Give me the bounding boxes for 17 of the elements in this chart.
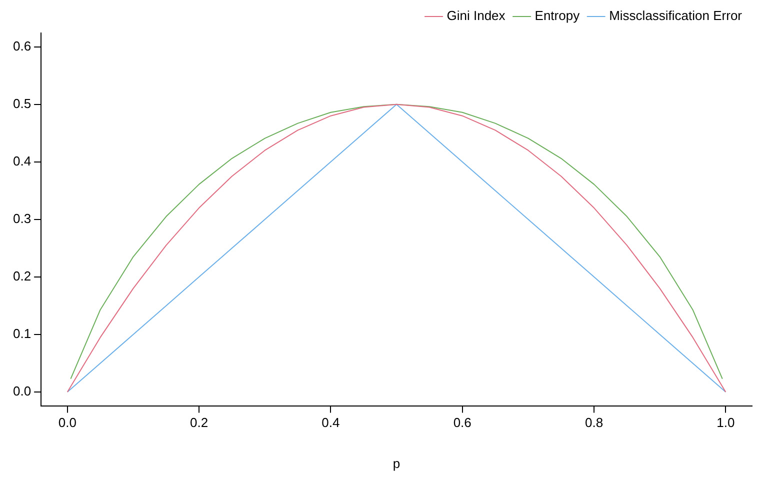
y-tick-label: 0.1	[12, 326, 32, 342]
y-tick-label: 0.3	[12, 210, 32, 226]
legend-label: Entropy	[534, 8, 580, 24]
x-tick-label: 1.0	[716, 415, 735, 430]
x-axis-title: p	[392, 456, 400, 471]
legend-label: Missclassification Error	[609, 8, 743, 24]
x-tick-label: 0.6	[453, 415, 472, 430]
y-tick-label: 0.6	[12, 38, 32, 54]
y-tick-label: 0.4	[12, 153, 32, 168]
x-tick-label: 0.4	[322, 415, 340, 430]
y-tick-label: 0.2	[12, 268, 32, 284]
legend-label: Gini Index	[446, 8, 506, 24]
x-tick-label: 0.8	[584, 415, 604, 430]
y-tick-label: 0.5	[12, 96, 32, 111]
x-tick-label: 0.2	[190, 415, 208, 430]
y-tick-label: 0.0	[12, 384, 32, 399]
x-tick-label: 0.0	[58, 415, 76, 430]
